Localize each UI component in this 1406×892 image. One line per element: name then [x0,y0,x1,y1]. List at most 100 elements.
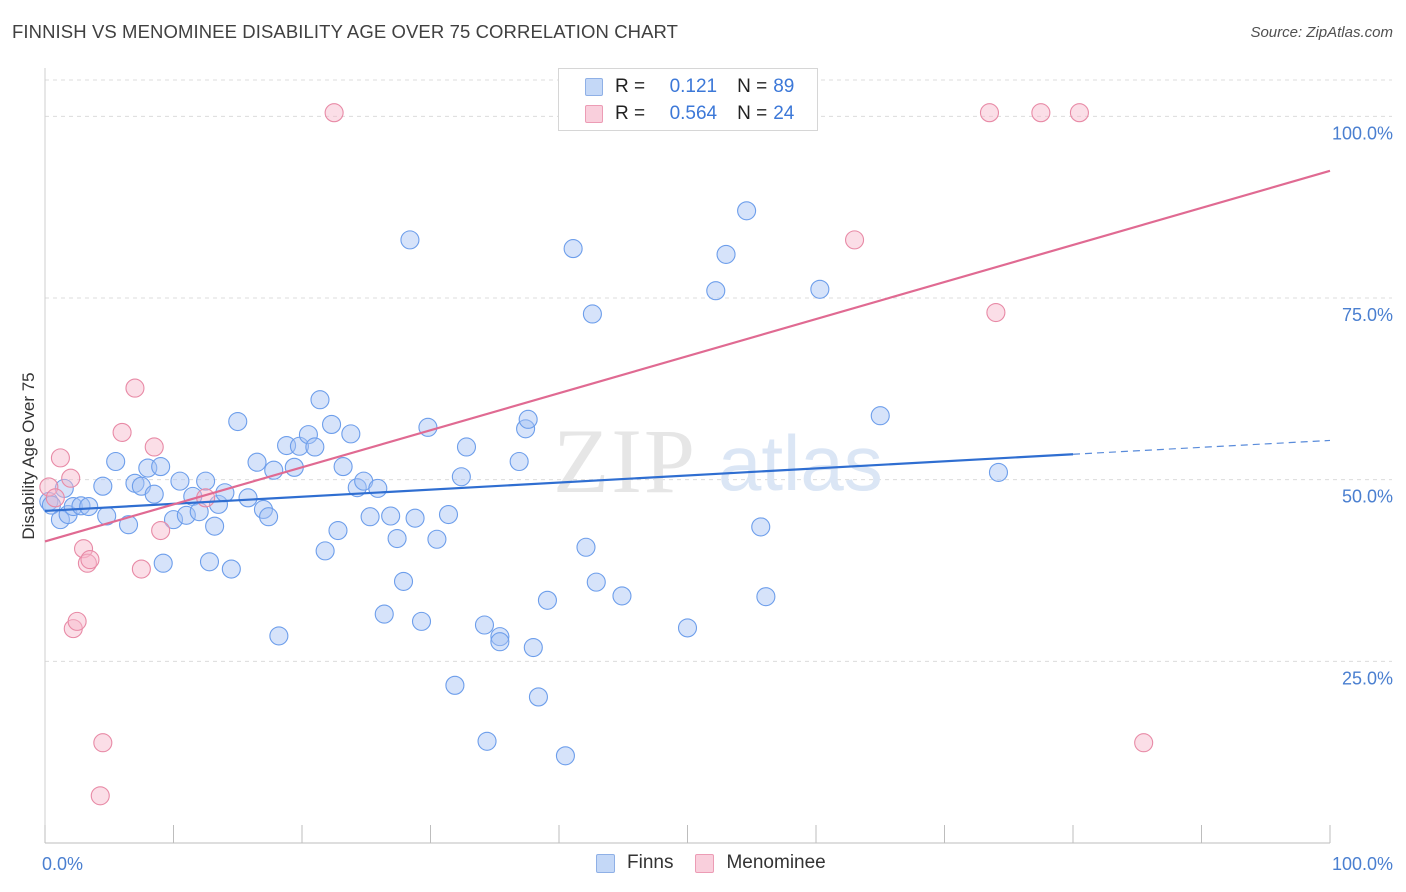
menominee-point [979,103,1000,123]
finns-point [328,520,348,541]
menominee-point [45,488,65,508]
menominee-point [61,468,81,488]
series-swatch-finns [596,853,615,873]
legend-n-label: N = [737,103,768,124]
x-tick-label: 100.0% [1332,854,1393,874]
menominee-point [50,448,70,468]
legend-n-label: N = [737,76,768,97]
legend-r-label: R = [615,76,646,97]
finns-point [238,488,258,508]
finns-trend-line-extension [1072,439,1331,455]
finns-point [438,504,459,525]
legend-n-value: 24 [773,103,795,124]
menominee-point [93,733,113,753]
finns-point [368,478,388,498]
menominee-point [80,550,100,570]
finns-point [445,675,465,695]
finns-point [582,304,602,324]
finns-point [374,604,394,624]
finns-point [537,590,557,610]
grid-lines [45,79,1392,662]
finns-point [322,414,342,434]
finns-point [333,457,353,477]
finns-point [405,508,425,528]
finns-point [199,552,220,572]
finns-point [163,510,184,530]
finns-point [586,572,606,592]
finns-point [706,281,726,301]
menominee-point [1134,733,1154,753]
finns-point [563,239,583,259]
finns-point [518,409,538,429]
finns-point [411,611,432,631]
finns-point [79,497,99,517]
menominee-point [131,559,151,579]
menominee-point [1069,103,1089,123]
legend-row-finns: R = 0.121 N = 89 [585,75,794,99]
finns-point [509,451,529,472]
menominee-point [1031,103,1051,123]
finns-point [456,437,477,457]
menominee-point [90,786,110,806]
finns-point [400,230,420,250]
finns-point [153,553,173,573]
finns-point [93,476,113,496]
y-tick-label: 75.0% [1342,305,1393,325]
tick-labels: 25.0% 50.0% 75.0% 100.0% 0.0% 100.0% [42,123,1393,874]
finns-point [305,437,325,457]
finns-point [612,586,632,606]
y-axis-label: Disability Age Over 75 [19,372,38,539]
finns-point [528,687,548,707]
menominee-point [125,378,145,398]
finns-point [451,467,471,487]
finns-point [144,484,164,504]
finns-point [870,406,890,426]
finns-point [151,457,171,477]
finns-point [170,471,190,491]
correlation-legend: R = 0.121 N = 89 R = 0.564 N = 24 [558,68,818,131]
finns-point [228,411,248,432]
finns-point [215,483,235,503]
finns-point [988,462,1009,482]
watermark-zip: ZIP [553,410,697,512]
series-swatch-menominee [695,853,715,873]
finns-point [477,731,497,751]
finns-point [247,452,267,472]
finns-point [393,571,414,591]
finns-point [176,505,196,525]
axes [44,68,1331,844]
menominee-point [151,520,171,541]
menominee-point [844,230,865,250]
finns-point [259,507,279,527]
x-tick-label: 0.0% [42,854,83,874]
finns-point [756,587,776,607]
series-label-finns: Finns [627,852,674,873]
menominee-point [324,103,344,123]
y-tick-label: 100.0% [1332,123,1393,143]
legend-row-menominee: R = 0.564 N = 24 [585,102,794,126]
finns-point [221,559,241,579]
finns-point [490,632,510,652]
legend-n-value: 89 [773,76,795,97]
y-tick-label: 50.0% [1342,487,1393,507]
finns-point [360,507,380,527]
legend-r-value: 0.121 [669,76,718,97]
finns-point [474,615,495,635]
legend-swatch-finns [585,78,603,96]
finns-point [576,537,596,557]
finns-trend-line [44,453,1074,513]
finns-point [63,497,83,517]
y-tick-label: 25.0% [1342,668,1393,688]
menominee-point [986,302,1006,323]
legend-swatch-menominee [585,105,603,123]
finns-point [427,529,447,549]
finns-point [737,201,757,221]
finns-point [269,626,289,646]
finns-point [716,244,736,264]
menominee-point [77,553,97,573]
data-points [39,103,1154,806]
legend-r-label: R = [615,103,646,124]
legend-r-value: 0.564 [669,103,718,124]
chart-source: Source: ZipAtlas.com [1250,24,1393,41]
menominee-trend-line [44,169,1331,543]
